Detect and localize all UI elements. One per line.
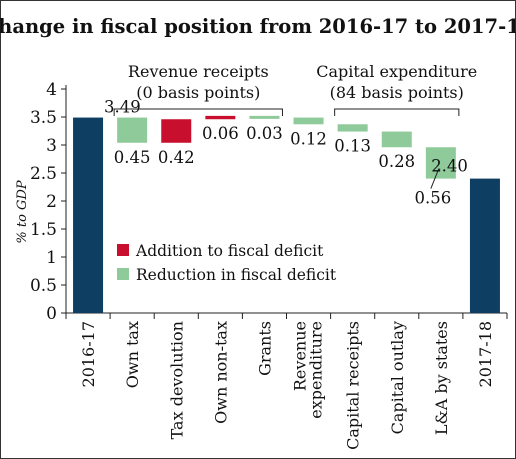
svg-text:Own non-tax: Own non-tax: [211, 321, 230, 424]
category-label-1: Own tax: [123, 321, 142, 388]
axes: 0 0.5 1 1.5 2 2.5 3 3.5 4: [30, 80, 508, 324]
data-label-1: 0.45: [114, 148, 151, 167]
y-tick-label: 3: [46, 136, 57, 156]
group-bracket-1: [334, 108, 460, 116]
category-label-2: Tax devolution: [167, 321, 186, 439]
category-label-4: Grants: [255, 321, 274, 376]
bar-8: [425, 147, 456, 179]
data-label-4: 0.03: [246, 124, 283, 143]
category-label-7: Capital outlay: [388, 321, 407, 434]
svg-text:L&A by states: L&A by states: [432, 321, 451, 435]
data-labels: 3.49 0.45 0.42 0.06 0.03 0.12 0.13 0.28 0.56 2.40: [104, 98, 468, 208]
label-leader: [430, 168, 440, 189]
group-title-1: Capital expenditure: [316, 62, 477, 81]
data-label-0: 3.49: [104, 98, 141, 117]
svg-text:2017-18: 2017-18: [476, 321, 495, 387]
group-annotations: Revenue receipts (0 basis points) Capital …: [113, 62, 477, 116]
data-label-7: 0.28: [378, 152, 415, 171]
y-tick-label: 0.5: [30, 276, 57, 296]
group-subtitle-0: (0 basis points): [136, 83, 260, 102]
bar-2: [161, 119, 192, 143]
data-label-5: 0.12: [290, 129, 327, 148]
y-tick-label: 1: [46, 248, 57, 268]
svg-text:Capital outlay: Capital outlay: [388, 321, 407, 434]
category-label-3: Own non-tax: [211, 321, 230, 424]
group-title-0: Revenue receipts: [128, 62, 269, 81]
svg-text:Capital receipts: Capital receipts: [344, 321, 363, 450]
bar-4: [249, 115, 280, 119]
svg-text:Own tax: Own tax: [123, 321, 142, 388]
data-label-2: 0.42: [158, 148, 195, 167]
category-labels: 2016-17 Own tax Tax devolution Own non-tax G…: [79, 321, 495, 450]
group-bracket-0: [113, 108, 283, 116]
category-label-0: 2016-17: [79, 321, 98, 387]
y-tick-label: 3.5: [30, 108, 57, 128]
chart-title: Change in fiscal position from 2016-17 t…: [0, 15, 516, 38]
legend-swatch-0: [117, 244, 129, 256]
bars: [73, 115, 500, 313]
data-label-9: 2.40: [431, 157, 468, 176]
legend: Addition to fiscal deficit Reduction in f…: [117, 242, 337, 284]
y-tick-label: 2: [46, 192, 57, 212]
svg-text:expenditure: expenditure: [307, 321, 326, 419]
y-axis-label: % to GDP: [15, 180, 30, 243]
data-label-3: 0.06: [202, 124, 239, 143]
bar-7: [381, 131, 412, 148]
bar-3: [205, 115, 236, 120]
data-label-8: 0.56: [414, 189, 451, 208]
bar-6: [337, 124, 368, 132]
y-tick-label: 2.5: [30, 164, 57, 184]
category-label-8: L&A by states: [432, 321, 451, 435]
group-subtitle-1: (84 basis points): [330, 83, 464, 102]
legend-label-1: Reduction in fiscal deficit: [136, 266, 337, 284]
bar-9: [469, 178, 500, 313]
svg-text:Grants: Grants: [255, 321, 274, 376]
y-tick-label: 4: [46, 80, 57, 100]
category-label-6: Capital receipts: [344, 321, 363, 450]
svg-text:Revenue: Revenue: [291, 321, 310, 391]
y-tick-label: 0: [46, 304, 57, 324]
legend-label-0: Addition to fiscal deficit: [135, 242, 324, 260]
legend-swatch-1: [117, 268, 129, 280]
category-label-9: 2017-18: [476, 321, 495, 387]
bar-5: [293, 117, 324, 125]
svg-text:Tax devolution: Tax devolution: [167, 321, 186, 439]
bar-1: [117, 117, 148, 143]
data-label-6: 0.13: [334, 137, 371, 156]
y-tick-label: 1.5: [30, 220, 57, 240]
svg-text:2016-17: 2016-17: [79, 321, 98, 387]
bar-0: [73, 117, 104, 313]
